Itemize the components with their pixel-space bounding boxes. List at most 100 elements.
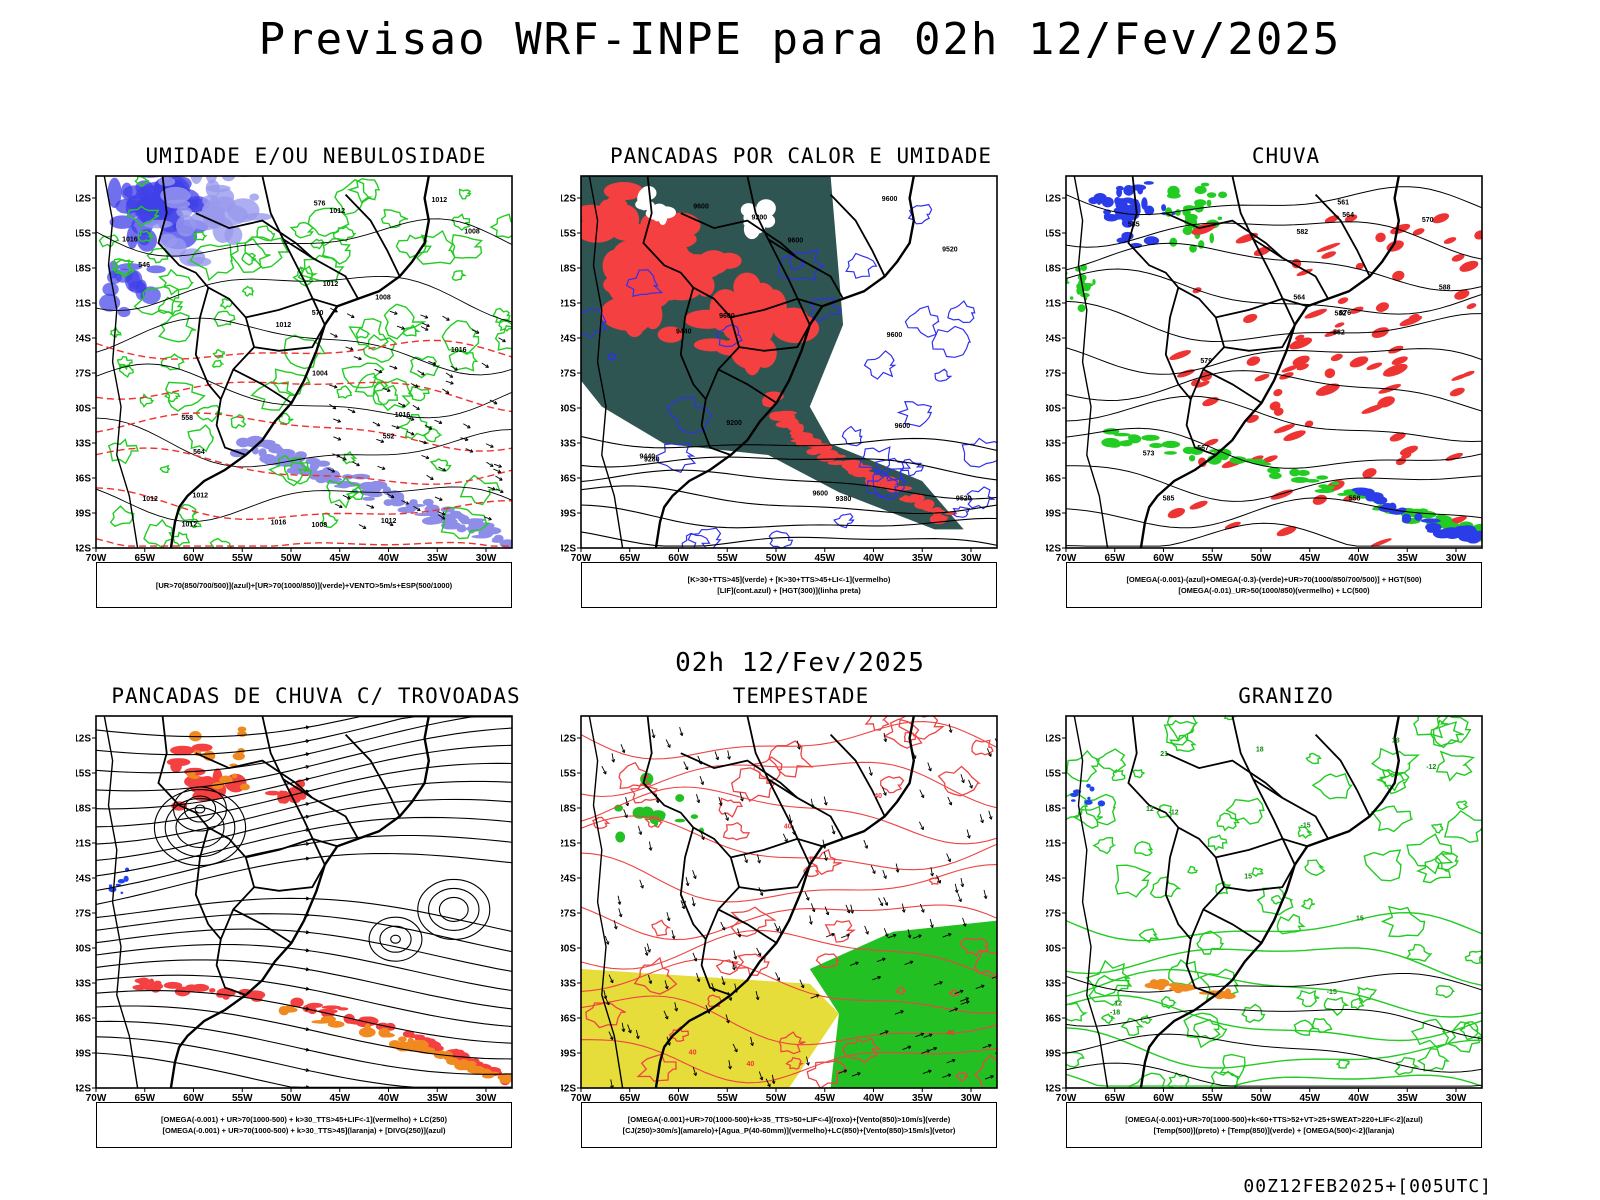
contour-label: 564	[1293, 295, 1305, 302]
contour-label: 18	[1256, 747, 1264, 754]
legend-line: [K>30+TTS>45](verde) + [K>30+TTS>45+LI<-…	[687, 575, 891, 584]
lat-tick-label: 12S	[1046, 194, 1061, 205]
forecast-map: 9600 9600 9600 9600 9600 9600 9520 9440 9380 9280…	[561, 175, 998, 564]
lon-tick-label: 70W	[86, 553, 107, 564]
lat-tick-label: 18S	[1046, 804, 1061, 815]
lat-tick-label: 24S	[1046, 874, 1061, 885]
contour-label: 15	[1356, 915, 1364, 922]
lon-tick-label: 45W	[814, 1093, 835, 1104]
panel-title: PANCADAS DE CHUVA C/ TROVOADAS	[111, 684, 521, 708]
forecast-map: 582 582 585 588 585 582 579 576 573 570 567 564 561 5…	[1046, 175, 1483, 564]
panel-title: CHUVA	[1251, 144, 1321, 168]
contour-label: 570	[312, 310, 324, 317]
forecast-map: -12 -15 -18 -12 -15 15 12 18 21 15 18 12 12S 15S 18S 21…	[1046, 715, 1483, 1104]
lon-tick-label: 45W	[1299, 553, 1320, 564]
lon-tick-label: 30W	[1446, 553, 1467, 564]
lon-tick-label: 40W	[863, 553, 884, 564]
contour-label: 582	[1335, 310, 1347, 317]
lat-tick-label: 42S	[1046, 1084, 1061, 1095]
legend-line: [OMEGA(-0.01)_UR>50(1000/850)(vermelho) …	[1178, 586, 1370, 595]
lon-tick-label: 50W	[766, 1093, 787, 1104]
lon-tick-label: 65W	[134, 1093, 155, 1104]
legend-line: [UR>70(850/700/500)](azul)+[UR>70(1000/8…	[155, 580, 453, 590]
contour-label: 576	[1339, 310, 1351, 317]
panel-title: UMIDADE E/OU NEBULOSIDADE	[145, 144, 487, 168]
lon-tick-label: 65W	[134, 553, 155, 564]
lon-tick-label: 55W	[717, 1093, 738, 1104]
lat-tick-label: 36S	[1046, 474, 1061, 485]
contour-label: 40	[784, 823, 792, 830]
legend-line: [Temp(500)](preto) + [Temp(850)](verde) …	[1153, 1126, 1395, 1135]
lat-tick-label: 18S	[1046, 264, 1061, 275]
lon-tick-label: 60W	[1153, 553, 1174, 564]
contour-label: 12	[1146, 806, 1154, 813]
lon-tick-label: 65W	[619, 1093, 640, 1104]
lon-tick-label: 70W	[571, 553, 592, 564]
panel-legend: [OMEGA(-0.001) + UR>70(1000-500) + k>30_…	[96, 1102, 512, 1148]
lat-tick-label: 21S	[561, 299, 576, 310]
lon-tick-label: 30W	[1446, 1093, 1467, 1104]
lon-tick-label: 55W	[1202, 553, 1223, 564]
contour-label: 9440	[676, 328, 692, 335]
lon-tick-label: 65W	[619, 553, 640, 564]
lon-tick-label: 35W	[1397, 553, 1418, 564]
contour-label: -15	[1301, 822, 1311, 829]
lat-tick-label: 39S	[1046, 1049, 1061, 1060]
lat-tick-label: 42S	[1046, 544, 1061, 555]
lon-tick-label: 60W	[183, 1093, 204, 1104]
contour-label: 1012	[330, 208, 346, 215]
contour-label: 561	[1337, 199, 1349, 206]
contour-label: 9600	[887, 332, 903, 339]
lat-tick-label: 42S	[76, 1084, 91, 1095]
contour-label: 582	[1333, 330, 1345, 337]
lon-tick-label: 50W	[281, 553, 302, 564]
lon-tick-label: 50W	[766, 553, 787, 564]
lon-tick-label: 50W	[281, 1093, 302, 1104]
contour-label: 558	[1349, 495, 1361, 502]
contour-label: 1012	[276, 322, 292, 329]
contour-label: -15	[1327, 989, 1337, 996]
lon-tick-label: 50W	[1251, 1093, 1272, 1104]
lat-tick-label: 42S	[561, 1084, 576, 1095]
contour-label: 1004	[312, 371, 328, 378]
lon-tick-label: 55W	[717, 553, 738, 564]
lon-tick-label: 30W	[961, 1093, 982, 1104]
contour-label: 1012	[142, 496, 158, 503]
lon-tick-label: 45W	[329, 1093, 350, 1104]
contour-label: 582	[1297, 229, 1309, 236]
panel-legend: [OMEGA(-0.001)+UR>70(1000-500)+k>35_TTS>…	[581, 1102, 997, 1148]
lat-tick-label: 33S	[1046, 439, 1061, 450]
lat-tick-label: 33S	[1046, 979, 1061, 990]
lon-tick-label: 50W	[1251, 553, 1272, 564]
lon-tick-label: 70W	[1056, 553, 1077, 564]
contour-label: 15	[1244, 873, 1252, 880]
lat-tick-label: 18S	[76, 804, 91, 815]
lat-tick-label: 42S	[561, 544, 576, 555]
contour-label: 588	[1439, 285, 1451, 292]
lon-tick-label: 60W	[668, 1093, 689, 1104]
lat-tick-label: 15S	[1046, 229, 1061, 240]
contour-label: 1012	[323, 281, 339, 288]
panel-legend: [K>30+TTS>45](verde) + [K>30+TTS>45+LI<-…	[581, 562, 997, 608]
contour-label: 558	[181, 415, 193, 422]
contour-label: 552	[383, 434, 395, 441]
lat-tick-label: 39S	[1046, 509, 1061, 520]
lon-tick-label: 40W	[863, 1093, 884, 1104]
lat-tick-label: 15S	[76, 769, 91, 780]
contour-label: 1008	[464, 228, 480, 235]
lat-tick-label: 27S	[76, 369, 91, 380]
lat-tick-label: 30S	[76, 944, 91, 955]
contour-label: 564	[1342, 212, 1354, 219]
lat-tick-label: 24S	[561, 874, 576, 885]
legend-line: [OMEGA(-0.001) + UR>70(1000-500) + k>30_…	[161, 1115, 447, 1124]
lon-tick-label: 65W	[1104, 1093, 1125, 1104]
legend-line: [OMEGA(-0.001)+UR>70(1000-500)+k<60+TTS>…	[1125, 1115, 1423, 1124]
contour-label: 1016	[451, 347, 467, 354]
lat-tick-label: 36S	[561, 1014, 576, 1025]
lon-tick-label: 55W	[1202, 1093, 1223, 1104]
lon-tick-label: 60W	[1153, 1093, 1174, 1104]
lat-tick-label: 15S	[561, 229, 576, 240]
panel-chuva: CHUVA 582 582 585 588 585 582 579 576 573 570 567 56…	[1046, 144, 1526, 614]
contour-label: 573	[1143, 451, 1155, 458]
lat-tick-label: 39S	[76, 1049, 91, 1060]
